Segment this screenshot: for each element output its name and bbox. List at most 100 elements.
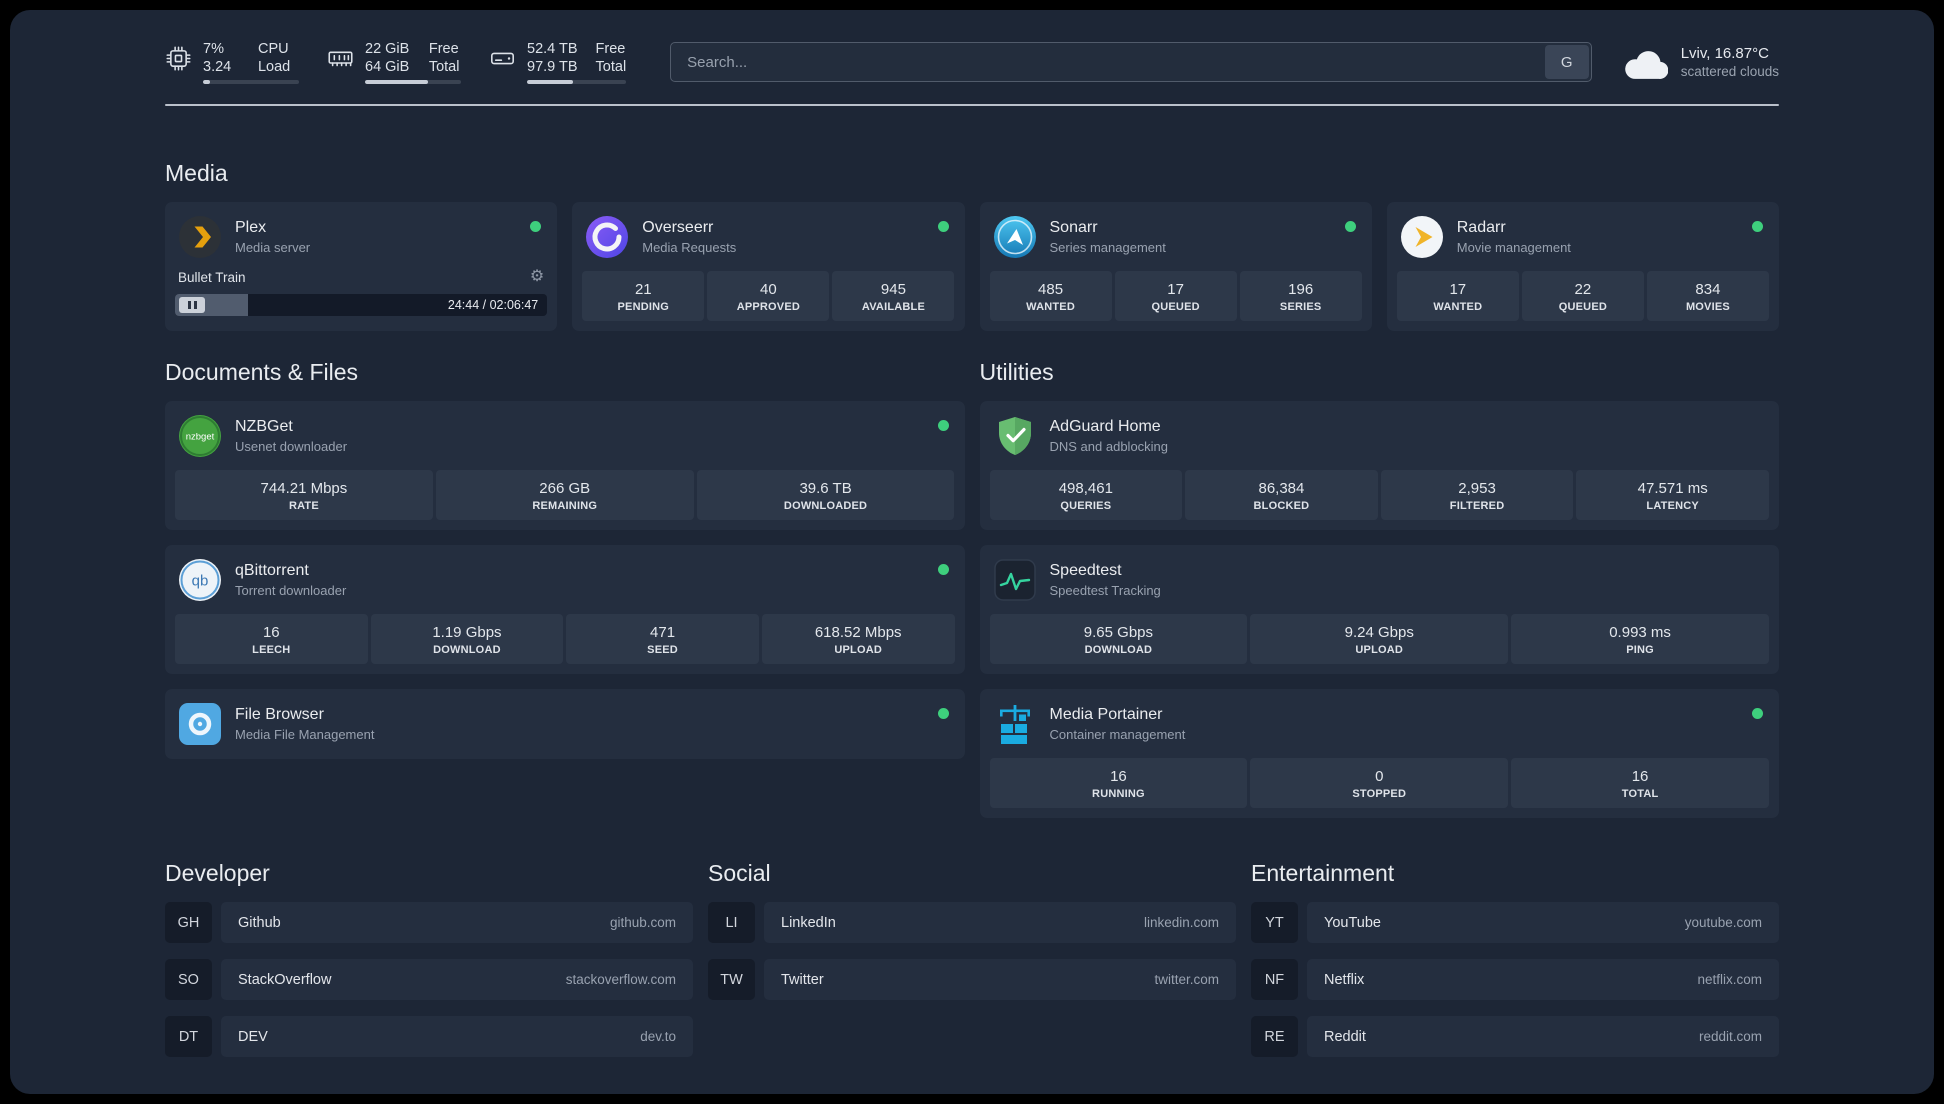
service-name: File Browser bbox=[235, 706, 324, 723]
section-media: Media Plex Media server bbox=[165, 160, 1779, 331]
service-card-filebrowser[interactable]: File Browser Media File Management bbox=[165, 689, 965, 759]
bookmark-youtube[interactable]: YT YouTube youtube.com bbox=[1251, 902, 1779, 943]
stat-seed: 471 SEED bbox=[566, 614, 759, 664]
disk-label-top: Free bbox=[595, 41, 626, 57]
section-bookmarks: Developer GH Github github.com SO bbox=[165, 860, 1779, 1057]
memory-label-bottom: Total bbox=[428, 59, 460, 75]
service-card-radarr[interactable]: Radarr Movie management 17 WANTED 22 QUE… bbox=[1386, 202, 1779, 331]
cpu-label-top: CPU bbox=[257, 41, 289, 57]
disk-usage-bar bbox=[527, 80, 627, 84]
service-card-sonarr[interactable]: Sonarr Series management 485 WANTED 17 Q… bbox=[979, 202, 1372, 331]
stat-wanted: 17 WANTED bbox=[1396, 271, 1519, 321]
stat-downloaded: 39.6 TB DOWNLOADED bbox=[696, 470, 955, 520]
playback-progress-bar[interactable]: 24:44 / 02:06:47 bbox=[175, 294, 548, 316]
filebrowser-icon bbox=[178, 702, 222, 746]
pause-icon[interactable] bbox=[179, 297, 205, 313]
stat-series: 196 SERIES bbox=[1239, 271, 1362, 321]
disk-free: 52.4 TB bbox=[527, 41, 578, 57]
bookmark-github[interactable]: GH Github github.com bbox=[165, 902, 693, 943]
service-card-overseerr[interactable]: Overseerr Media Requests 21 PENDING 40 A… bbox=[572, 202, 965, 331]
bookmark-bar: StackOverflow stackoverflow.com bbox=[221, 959, 693, 1000]
search-input[interactable] bbox=[671, 43, 1543, 81]
radarr-icon bbox=[1400, 215, 1444, 259]
stat-stopped: 0 STOPPED bbox=[1250, 758, 1509, 808]
now-playing-title: Bullet Train bbox=[178, 269, 246, 285]
disk-icon bbox=[489, 45, 516, 72]
stat-upload: 618.52 Mbps UPLOAD bbox=[761, 614, 955, 664]
stat-total: 16 TOTAL bbox=[1511, 758, 1769, 808]
service-card-portainer[interactable]: Media Portainer Container management 16 … bbox=[979, 689, 1779, 818]
memory-usage-fill bbox=[365, 80, 429, 84]
status-dot bbox=[530, 221, 542, 232]
section-title-utilities: Utilities bbox=[979, 359, 1054, 385]
status-dot bbox=[937, 564, 949, 575]
bookmark-reddit[interactable]: RE Reddit reddit.com bbox=[1251, 1016, 1779, 1057]
bookmark-bar: DEV dev.to bbox=[221, 1016, 693, 1057]
bookmark-bar: YouTube youtube.com bbox=[1307, 902, 1779, 943]
search-bar: G bbox=[670, 42, 1592, 82]
bookmark-bar: LinkedIn linkedin.com bbox=[764, 902, 1236, 943]
memory-icon bbox=[327, 45, 354, 72]
service-card-adguard[interactable]: AdGuard Home DNS and adblocking 498,461 … bbox=[979, 401, 1779, 530]
section-title-documents: Documents & Files bbox=[165, 359, 359, 385]
section-utilities: Utilities bbox=[979, 359, 1779, 818]
weather-condition: scattered clouds bbox=[1680, 64, 1779, 79]
stat-leech: 16 LEECH bbox=[175, 614, 368, 664]
memory-label-top: Free bbox=[428, 41, 459, 57]
stat-download: 9.65 Gbps DOWNLOAD bbox=[989, 614, 1248, 664]
weather-location: Lviv, 16.87°C bbox=[1680, 45, 1769, 62]
service-name: Speedtest bbox=[1049, 562, 1122, 579]
service-subtitle: Movie management bbox=[1456, 240, 1571, 255]
service-card-nzbget[interactable]: nzbget NZBGet Usenet downloader 74 bbox=[165, 401, 965, 530]
gear-icon[interactable]: ⚙ bbox=[529, 268, 545, 285]
bookmark-twitter[interactable]: TW Twitter twitter.com bbox=[708, 959, 1236, 1000]
service-subtitle: Media File Management bbox=[235, 727, 375, 742]
speedtest-icon bbox=[993, 558, 1037, 602]
stat-available: 945 AVAILABLE bbox=[832, 271, 955, 321]
memory-free: 22 GiB bbox=[365, 41, 410, 57]
service-card-qbittorrent[interactable]: qb qBittorrent Torrent downloader bbox=[165, 545, 965, 674]
service-subtitle: Speedtest Tracking bbox=[1049, 583, 1161, 598]
bookmark-abbr: DT bbox=[165, 1016, 212, 1057]
stat-rate: 744.21 Mbps RATE bbox=[175, 470, 433, 520]
bookmark-abbr: YT bbox=[1251, 902, 1298, 943]
service-name: NZBGet bbox=[235, 418, 293, 435]
disk-widget: 52.4 TB Free 97.9 TB Total bbox=[489, 40, 627, 84]
bookmark-linkedin[interactable]: LI LinkedIn linkedin.com bbox=[708, 902, 1236, 943]
service-subtitle: Series management bbox=[1049, 240, 1166, 255]
service-name: Plex bbox=[235, 219, 267, 236]
sonarr-icon bbox=[993, 215, 1037, 259]
bookmark-bar: Reddit reddit.com bbox=[1307, 1016, 1779, 1057]
bookmark-group-social: Social LI LinkedIn linkedin.com TW bbox=[708, 860, 1236, 1057]
service-name: Overseerr bbox=[642, 219, 714, 236]
header-divider bbox=[165, 104, 1779, 106]
qbittorrent-icon: qb bbox=[178, 558, 222, 602]
cpu-usage-fill bbox=[203, 80, 210, 84]
bookmark-bar: Twitter twitter.com bbox=[764, 959, 1236, 1000]
bookmark-netflix[interactable]: NF Netflix netflix.com bbox=[1251, 959, 1779, 1000]
bookmark-abbr: RE bbox=[1251, 1016, 1298, 1057]
search-provider-button[interactable]: G bbox=[1544, 45, 1589, 79]
bookmark-bar: Github github.com bbox=[221, 902, 693, 943]
dashboard-panel: 7% CPU 3.24 Load bbox=[10, 10, 1934, 1094]
bookmark-group-entertainment: Entertainment YT YouTube youtube.com NF bbox=[1251, 860, 1779, 1057]
playback-time: 24:44 / 02:06:47 bbox=[447, 298, 539, 312]
service-subtitle: Torrent downloader bbox=[235, 583, 347, 598]
stat-upload: 9.24 Gbps UPLOAD bbox=[1250, 614, 1509, 664]
cpu-percent: 7% bbox=[203, 41, 224, 57]
service-subtitle: Usenet downloader bbox=[235, 439, 348, 454]
service-card-plex[interactable]: Plex Media server Bullet Train ⚙ 24:44 /… bbox=[165, 202, 558, 331]
memory-usage-bar bbox=[365, 80, 461, 84]
bookmark-dev[interactable]: DT DEV dev.to bbox=[165, 1016, 693, 1057]
disk-usage-fill bbox=[527, 80, 573, 84]
bookmark-group-title: Developer bbox=[165, 860, 270, 886]
bookmark-abbr: LI bbox=[708, 902, 755, 943]
stat-filtered: 2,953 FILTERED bbox=[1380, 470, 1574, 520]
stat-wanted: 485 WANTED bbox=[989, 271, 1112, 321]
bookmark-stackoverflow[interactable]: SO StackOverflow stackoverflow.com bbox=[165, 959, 693, 1000]
bookmark-abbr: SO bbox=[165, 959, 212, 1000]
top-header: 7% CPU 3.24 Load bbox=[165, 40, 1779, 84]
service-card-speedtest[interactable]: Speedtest Speedtest Tracking 9.65 Gbps D… bbox=[979, 545, 1779, 674]
cpu-widget: 7% CPU 3.24 Load bbox=[165, 40, 299, 84]
status-dot bbox=[1752, 708, 1763, 719]
